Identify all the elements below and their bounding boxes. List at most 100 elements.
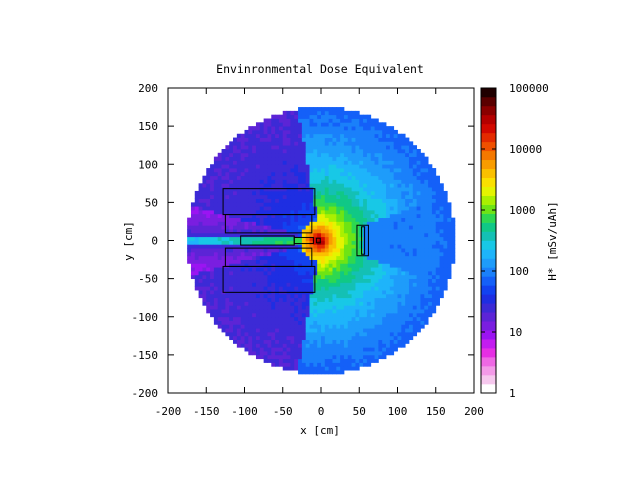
heat-cell-1141 (275, 213, 280, 219)
heat-cell-1365 (286, 126, 291, 131)
heat-cell-1438 (294, 366, 299, 371)
heat-cell-2052 (324, 156, 330, 161)
heat-cell-2369 (343, 278, 349, 283)
heat-cell-3785 (439, 213, 444, 219)
heat-cell-1418 (290, 183, 295, 188)
heat-cell-1767 (309, 175, 314, 180)
heat-cell-1968 (321, 210, 326, 215)
heat-cell-1990 (321, 126, 326, 131)
heat-cell-2884 (374, 343, 379, 348)
heat-cell-1775 (309, 145, 314, 150)
heat-cell-336 (221, 152, 226, 158)
colorbar-swatch-2 (481, 366, 496, 376)
heat-cell-912 (263, 343, 268, 348)
heat-cell-2566 (355, 305, 360, 310)
heat-cell-2777 (366, 259, 372, 264)
heat-cell-3070 (386, 343, 391, 348)
heat-cell-2825 (370, 324, 375, 329)
heat-cell-1380 (290, 328, 295, 333)
heat-cell-431 (229, 171, 234, 177)
heat-cell-2 (187, 251, 192, 257)
heat-cell-3402 (405, 171, 410, 177)
heat-cell-2705 (363, 282, 368, 287)
heat-cell-3843 (451, 248, 456, 253)
heat-cell-1215 (278, 183, 284, 188)
heat-cell-148 (206, 210, 211, 215)
heat-cell-833 (255, 168, 261, 173)
heat-cell-1591 (301, 312, 307, 318)
heat-cell-1608 (301, 248, 307, 253)
heat-cell-3000 (378, 141, 383, 146)
heat-cell-1851 (313, 122, 318, 127)
heat-cell-3063 (382, 137, 387, 142)
heat-cell-588 (240, 198, 245, 203)
heat-cell-798 (255, 301, 261, 306)
heat-cell-83 (198, 198, 203, 203)
heat-cell-1035 (267, 118, 272, 123)
heat-cell-3253 (397, 316, 402, 321)
heat-cell-2005 (324, 335, 330, 341)
heat-cell-475 (233, 206, 238, 211)
heat-cell-3300 (397, 137, 402, 142)
heat-cell-382 (225, 164, 230, 169)
heat-cell-1589 (301, 320, 307, 325)
heat-cell-1381 (290, 324, 295, 329)
heat-cell-208 (213, 290, 219, 295)
heat-cell-512 (236, 274, 242, 280)
heat-cell-3173 (389, 179, 395, 184)
heat-cell-1342 (286, 213, 291, 219)
heat-cell-2185 (332, 183, 337, 188)
heat-cell-3075 (386, 324, 391, 329)
heat-cell-516 (236, 259, 242, 264)
heat-cell-1635 (301, 145, 307, 150)
heat-cell-123 (206, 305, 211, 310)
heat-cell-2385 (343, 217, 349, 222)
heat-cell-811 (255, 251, 261, 257)
heat-cell-3841 (451, 255, 456, 260)
heat-cell-993 (267, 278, 272, 283)
heat-cell-3017 (382, 312, 387, 318)
heat-cell-818 (255, 225, 261, 230)
heat-cell-511 (236, 278, 242, 283)
heat-cell-3278 (397, 221, 402, 226)
heat-cell-1059 (271, 274, 276, 280)
heat-cell-3287 (397, 187, 402, 192)
heat-cell-3001 (378, 137, 383, 142)
heat-cell-2253 (336, 190, 341, 196)
heat-cell-2088 (328, 286, 333, 291)
heat-cell-1977 (321, 175, 326, 180)
heat-cell-1703 (305, 152, 310, 158)
heat-cell-3728 (431, 171, 437, 177)
heat-cell-939 (263, 240, 268, 245)
heat-cell-639 (244, 221, 249, 226)
heat-cell-2886 (374, 335, 379, 341)
heat-cell-1366 (286, 122, 291, 127)
heat-cell-2748 (363, 118, 368, 123)
heat-cell-2319 (340, 206, 345, 211)
heat-cell-2060 (324, 126, 330, 131)
heat-cell-2027 (324, 251, 330, 257)
heat-cell-3844 (451, 244, 456, 249)
heat-cell-2846 (370, 244, 375, 249)
heat-cell-497 (236, 332, 242, 337)
heat-cell-2936 (374, 145, 379, 150)
heat-cell-1714 (305, 110, 310, 116)
heat-cell-2153 (332, 305, 337, 310)
heat-cell-487 (233, 160, 238, 165)
heat-cell-1658 (305, 324, 310, 329)
heat-cell-359 (225, 251, 230, 257)
heat-cell-3737 (435, 274, 440, 280)
heat-cell-2887 (374, 332, 379, 337)
heat-cell-1109 (275, 335, 280, 341)
heat-cell-1492 (294, 160, 299, 165)
heat-cell-980 (267, 328, 272, 333)
heat-cell-2365 (343, 293, 349, 299)
heat-cell-3698 (431, 286, 437, 291)
heat-cell-1533 (298, 267, 303, 272)
y-tick-label-1: 150 (138, 120, 158, 133)
heat-cell-2859 (370, 194, 375, 199)
heat-cell-247 (217, 312, 222, 318)
heat-cell-2007 (324, 328, 330, 333)
heat-cell-2491 (351, 332, 356, 337)
